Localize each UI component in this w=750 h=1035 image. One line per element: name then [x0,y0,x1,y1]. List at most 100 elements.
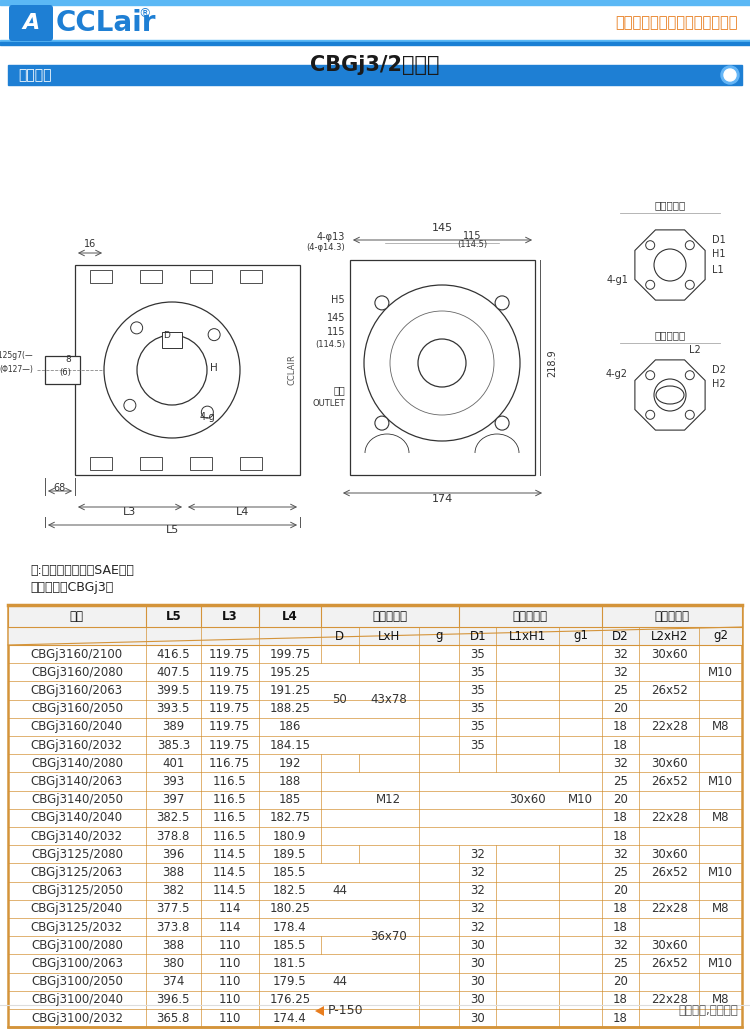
Bar [190,457,212,470]
Text: CBGj3140/2063: CBGj3140/2063 [31,775,123,788]
Bar [0,42,750,45]
Text: 35: 35 [470,648,485,660]
Text: CBGj3100/2032: CBGj3100/2032 [31,1011,123,1025]
Text: 32: 32 [613,757,628,770]
Text: 382.5: 382.5 [157,811,190,825]
Text: 30: 30 [470,957,485,970]
Bar [75,265,300,475]
Text: 18: 18 [613,830,628,842]
Text: 35: 35 [470,702,485,715]
Text: 43x78: 43x78 [370,693,407,706]
Text: M10: M10 [708,957,734,970]
Text: 185.5: 185.5 [273,866,307,879]
Text: 374: 374 [162,975,184,988]
Text: CBGj3140/2040: CBGj3140/2040 [31,811,123,825]
Text: 25: 25 [613,684,628,697]
Text: 377.5: 377.5 [157,903,190,915]
Text: H5: H5 [332,295,345,305]
Text: 396.5: 396.5 [157,994,190,1006]
Text: (6): (6) [59,368,71,377]
Text: (114.5): (114.5) [315,341,345,349]
Text: 178.4: 178.4 [273,920,307,934]
Text: L5: L5 [166,525,179,535]
Text: 114.5: 114.5 [213,884,247,897]
Text: D1: D1 [712,235,726,245]
Text: CBGj3125/2063: CBGj3125/2063 [31,866,123,879]
Text: 外形尺寸: 外形尺寸 [18,68,52,82]
Text: 174.4: 174.4 [273,1011,307,1025]
Text: D2: D2 [712,365,726,375]
Text: 32: 32 [470,920,485,934]
Text: 后泵进油口: 后泵进油口 [654,610,689,622]
Circle shape [375,296,389,309]
Text: 35: 35 [470,666,485,679]
Text: 20: 20 [613,793,628,806]
Text: 180.25: 180.25 [269,903,310,915]
Text: CBGj3100/2063: CBGj3100/2063 [31,957,123,970]
Circle shape [686,410,694,419]
Text: 365.8: 365.8 [157,1011,190,1025]
Bar [8,627,742,645]
Text: 18: 18 [613,720,628,734]
Text: 218.9: 218.9 [547,349,557,377]
Circle shape [686,241,694,249]
Bar [8,65,742,85]
Text: 145: 145 [326,313,345,323]
Circle shape [104,302,240,438]
Text: CBGj3160/2040: CBGj3160/2040 [31,720,123,734]
Circle shape [646,410,655,419]
Text: 8: 8 [65,355,71,364]
Text: P-150: P-150 [328,1005,364,1017]
Bar [45,356,80,384]
Polygon shape [635,360,705,431]
Text: 393: 393 [162,775,184,788]
Text: CBGj3100/2080: CBGj3100/2080 [31,939,123,952]
Bar [0,85,750,620]
Text: (Φ127—): (Φ127—) [0,365,33,374]
Circle shape [686,371,694,380]
Bar [8,605,742,1027]
Text: 378.8: 378.8 [157,830,190,842]
Text: 182.75: 182.75 [269,811,310,825]
Text: 44: 44 [332,975,347,988]
Text: CBGj3140/2032: CBGj3140/2032 [31,830,123,842]
Text: CBGj3/2双联泵: CBGj3/2双联泵 [310,55,440,75]
Text: 版权所有,侵权必究: 版权所有,侵权必究 [678,1005,738,1017]
Text: 185.5: 185.5 [273,939,307,952]
Text: 30: 30 [470,939,485,952]
Text: 32: 32 [470,903,485,915]
Text: 407.5: 407.5 [157,666,190,679]
Text: 18: 18 [613,903,628,915]
Ellipse shape [656,386,684,404]
Text: 181.5: 181.5 [273,957,307,970]
Text: L2xH2: L2xH2 [651,629,688,643]
Text: (114.5): (114.5) [457,240,487,249]
Text: M8: M8 [712,720,730,734]
Text: 注:括号内的尺寨为SAE标准: 注:括号内的尺寨为SAE标准 [30,563,134,576]
Polygon shape [315,1006,324,1016]
Text: 188.25: 188.25 [269,702,310,715]
Text: 416.5: 416.5 [157,648,190,660]
Text: 35: 35 [470,739,485,751]
Text: CCLAIR: CCLAIR [287,355,296,385]
Text: CBGj3140/2080: CBGj3140/2080 [31,757,123,770]
Text: 18: 18 [613,739,628,751]
Text: H1: H1 [712,249,725,259]
Circle shape [375,416,389,431]
Circle shape [686,280,694,290]
Text: M10: M10 [708,666,734,679]
Circle shape [646,280,655,290]
Text: 26x52: 26x52 [651,775,688,788]
Text: 4-g2: 4-g2 [606,369,628,379]
Circle shape [495,416,509,431]
Text: 30: 30 [470,975,485,988]
Text: 25: 25 [613,957,628,970]
Text: 18: 18 [613,811,628,825]
Text: CBGj3160/2050: CBGj3160/2050 [31,702,123,715]
FancyBboxPatch shape [9,5,53,41]
Circle shape [201,406,213,418]
Text: 20: 20 [613,975,628,988]
Text: 32: 32 [470,884,485,897]
Text: 114.5: 114.5 [213,848,247,861]
Circle shape [646,371,655,380]
